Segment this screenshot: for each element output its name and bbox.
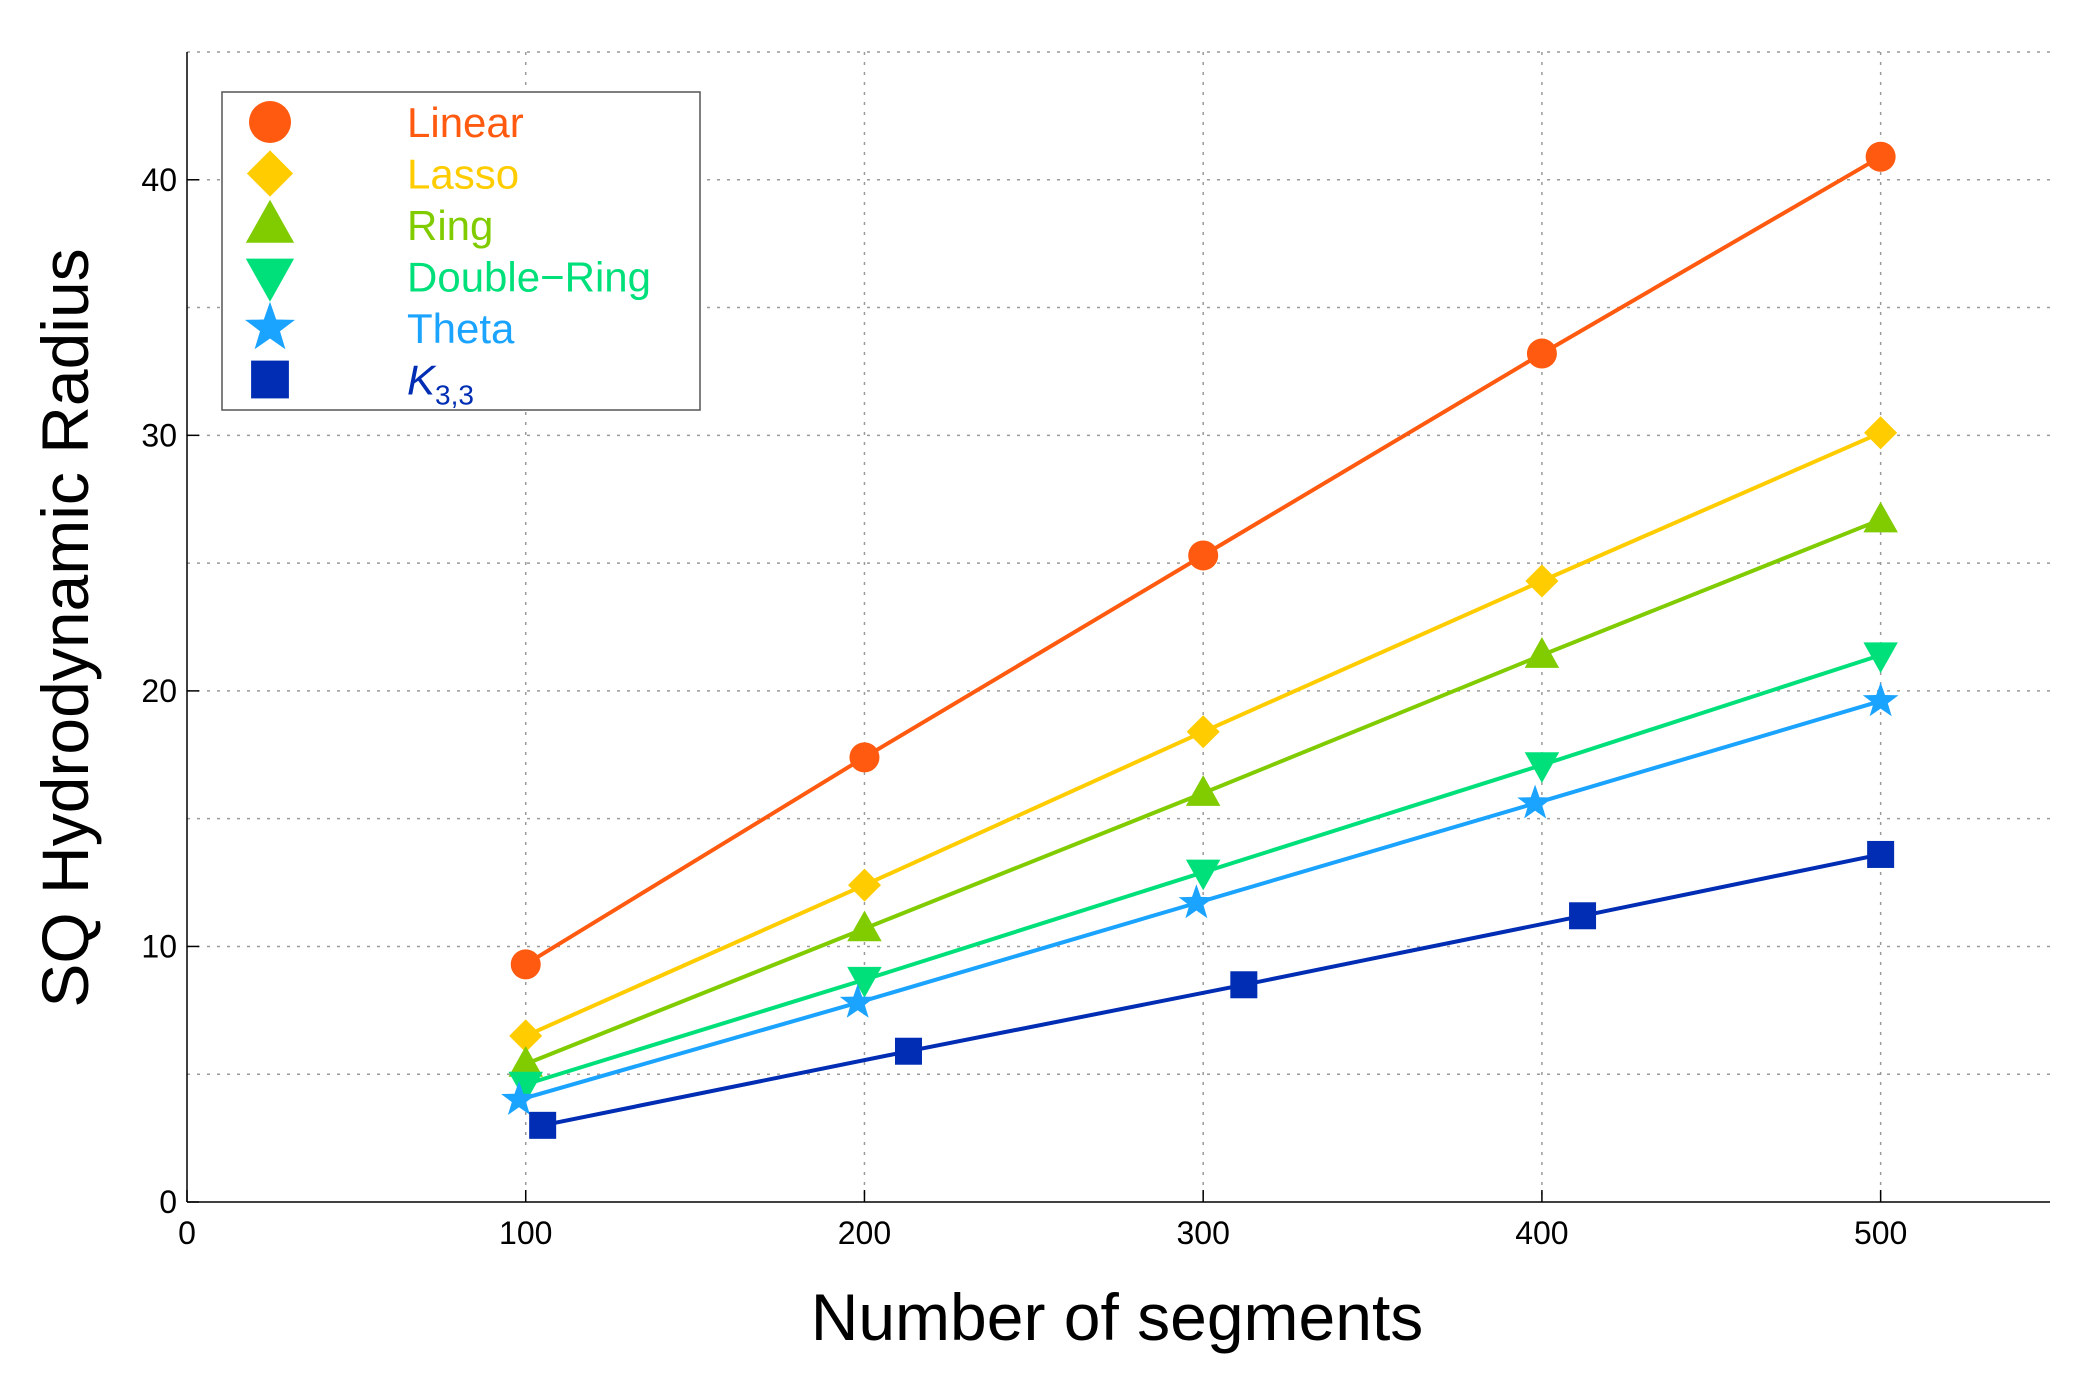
data-point-k3-3 — [529, 1111, 557, 1139]
data-point-k3-3 — [1867, 840, 1895, 868]
y-tick-label: 30 — [141, 417, 177, 453]
legend-marker-ring — [245, 199, 295, 243]
data-point-linear — [510, 949, 541, 980]
data-point-linear — [1188, 540, 1219, 571]
grid — [187, 51, 2050, 1202]
data-point-linear — [1865, 141, 1896, 172]
legend-label-linear: Linear — [407, 99, 524, 146]
tick-labels: 0 100 200 300 400 500 0 10 20 30 40 — [141, 162, 1907, 1251]
data-point-lasso — [1864, 416, 1898, 450]
data-point-lasso — [1525, 564, 1559, 598]
data-point-ring — [1185, 775, 1221, 806]
data-point-k3-3 — [1230, 971, 1258, 999]
legend-marker-double-ring — [245, 258, 295, 302]
legend-marker-linear — [249, 101, 291, 143]
y-tick-label: 10 — [141, 928, 177, 964]
legend-label-ring: Ring — [407, 202, 493, 249]
x-tick-label: 0 — [178, 1215, 196, 1251]
x-tick-label: 100 — [499, 1215, 552, 1251]
axes — [186, 52, 2050, 1203]
series-line-k3-3 — [542, 852, 1882, 1128]
y-axis-title: SQ Hydrodynamic Radius — [28, 248, 102, 1007]
data-point-ring — [1524, 637, 1560, 668]
data-point-ring — [508, 1046, 543, 1077]
data-point-lasso — [848, 868, 881, 902]
data-markers — [501, 141, 1899, 1139]
data-point-double-ring — [1863, 642, 1898, 674]
data-point-linear — [1526, 338, 1557, 369]
legend-marker-theta — [245, 301, 295, 350]
data-point-theta — [1517, 784, 1553, 819]
data-point-double-ring — [508, 1071, 543, 1103]
x-axis-title: Number of segments — [811, 1280, 1424, 1354]
data-point-ring — [1863, 501, 1898, 533]
y-tick-label: 40 — [141, 162, 177, 198]
data-point-double-ring — [1524, 752, 1560, 783]
data-point-double-ring — [1185, 859, 1221, 891]
data-point-ring — [847, 910, 882, 942]
x-tick-label: 500 — [1854, 1215, 1907, 1251]
data-point-theta — [501, 1081, 537, 1115]
y-tick-label: 20 — [141, 673, 177, 709]
x-tick-label: 400 — [1515, 1215, 1568, 1251]
data-point-lasso — [509, 1019, 543, 1053]
data-point-theta — [839, 983, 876, 1018]
series-lines — [518, 155, 1882, 1128]
legend-marker-k3-3 — [251, 360, 289, 399]
legend-label-lasso: Lasso — [407, 151, 519, 198]
legend-label-double-ring: Double−Ring — [407, 254, 651, 301]
data-point-k3-3 — [894, 1037, 922, 1065]
data-point-linear — [849, 742, 880, 773]
legend-label-k3-3: K3,3 — [407, 357, 474, 411]
legend-marker-lasso — [246, 150, 294, 197]
x-tick-label: 300 — [1176, 1215, 1229, 1251]
x-tick-label: 200 — [838, 1215, 891, 1251]
legend-label-theta: Theta — [407, 305, 515, 352]
legend-box — [221, 91, 701, 411]
data-point-k3-3 — [1569, 902, 1597, 930]
data-point-theta — [1178, 884, 1215, 919]
data-point-lasso — [1186, 715, 1220, 749]
y-tick-label: 0 — [159, 1184, 177, 1220]
data-point-double-ring — [847, 966, 882, 998]
data-point-theta — [1862, 682, 1899, 717]
